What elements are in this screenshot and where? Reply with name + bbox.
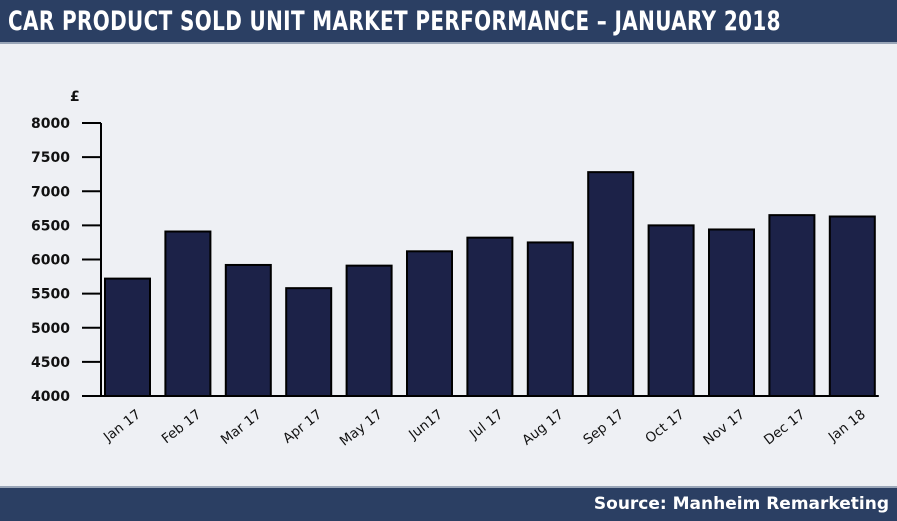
x-tick-label: Oct 17 (642, 407, 687, 447)
x-axis-labels: Jan 17 Feb 17 Mar 17 Apr 17 May 17 Jun17 Jul 1… (100, 407, 869, 450)
bar-oct-17 (647, 224, 695, 397)
bar-aug-17 (526, 241, 574, 397)
x-tick-label: Jul 17 (466, 407, 506, 443)
y-tick-label: 6000 (31, 253, 70, 269)
bar-jul-17 (466, 236, 514, 397)
x-tick-label: Jan 18 (825, 407, 869, 446)
x-tick-label: Apr 17 (280, 407, 325, 447)
x-tick-label: May 17 (337, 407, 386, 450)
y-axis: 4000 4500 5000 5500 6000 6500 7000 7500 8000 (31, 116, 102, 405)
y-tick-label: 7500 (31, 150, 70, 166)
y-axis-unit-label: £ (70, 89, 80, 105)
bar-sep-17 (587, 171, 635, 397)
chart-title: CAR PRODUCT SOLD UNIT MARKET PERFORMANCE… (8, 6, 781, 37)
bar-may-17 (345, 264, 393, 397)
bar-mar-17 (224, 263, 272, 397)
x-tick-label: Aug 17 (519, 407, 567, 449)
bar-jan-17 (104, 277, 151, 397)
bar-jan-18 (828, 215, 876, 397)
y-tick-label: 4500 (31, 355, 70, 371)
y-tick-label: 6500 (31, 218, 70, 234)
x-tick-label: Dec 17 (761, 407, 808, 449)
bar-apr-17 (285, 287, 333, 398)
bars-group (104, 171, 876, 398)
bar-dec-17 (768, 214, 816, 397)
y-tick-label: 4000 (31, 389, 70, 405)
x-tick-label: Feb 17 (159, 407, 205, 448)
title-bar: CAR PRODUCT SOLD UNIT MARKET PERFORMANCE… (0, 0, 897, 44)
x-tick-label: Jun17 (405, 407, 446, 444)
x-tick-label: Mar 17 (218, 407, 265, 449)
source-bar: Source: Manheim Remarketing (0, 486, 897, 521)
y-tick-label: 5000 (31, 321, 70, 337)
y-tick-label: 8000 (31, 116, 70, 132)
y-tick-label: 7000 (31, 184, 70, 200)
x-tick-label: Jan 17 (100, 407, 144, 446)
x-tick-label: Nov 17 (700, 407, 748, 449)
x-tick-label: Sep 17 (580, 407, 627, 448)
bar-chart: £ 4000 4500 5000 5500 6000 6500 7000 7500 8000 J… (31, 89, 879, 450)
bar-nov-17 (708, 228, 755, 397)
bar-feb-17 (164, 230, 212, 397)
y-tick-label: 5500 (31, 287, 70, 303)
source-credit: Source: Manheim Remarketing (593, 494, 889, 514)
bar-jun17 (406, 250, 453, 397)
